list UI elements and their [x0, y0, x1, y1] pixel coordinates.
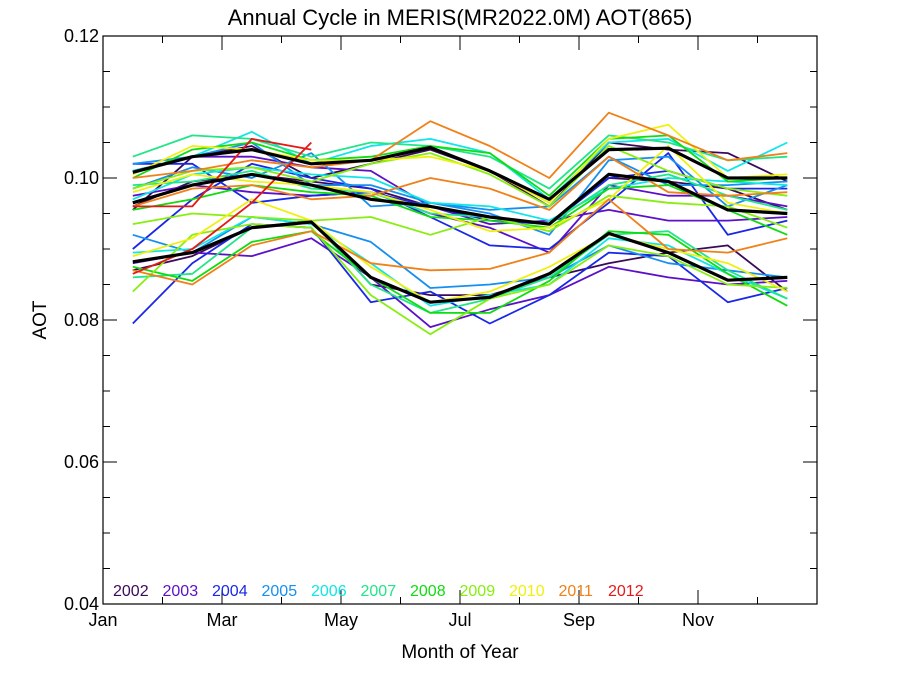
- series-2011-line-2: [132, 155, 788, 211]
- legend-item-2012: 2012: [608, 583, 644, 600]
- y-tick-label: 0.04: [64, 594, 99, 614]
- series-2007-line-2: [132, 169, 788, 226]
- series-2012-line-2: [132, 137, 312, 208]
- series-2010-line-1: [132, 198, 788, 304]
- series-mean-line-2: [132, 172, 788, 226]
- series-mean-line-3: [132, 145, 788, 201]
- series-2009-line-2: [132, 194, 788, 236]
- series-2012-line-1: [132, 141, 312, 275]
- legend-item-2009: 2009: [460, 583, 496, 600]
- y-tick-label: 0.12: [64, 26, 99, 46]
- series-2011-line-1: [132, 198, 788, 286]
- legend-item-2006: 2006: [311, 583, 347, 600]
- x-tick-label: May: [324, 610, 358, 630]
- series-2005-line-3: [132, 141, 788, 236]
- x-tick-label: Nov: [682, 610, 714, 630]
- series-2010-line-2: [132, 145, 788, 233]
- series-2011-line-3: [132, 111, 788, 179]
- y-tick-label: 0.06: [64, 452, 99, 472]
- series-2007-line-3: [132, 134, 788, 190]
- x-tick-label: Jul: [448, 610, 471, 630]
- legend-item-2010: 2010: [509, 583, 545, 600]
- legend-item-2002: 2002: [113, 583, 149, 600]
- legend-item-2005: 2005: [262, 583, 298, 600]
- series-2003-line-1: [132, 237, 788, 329]
- series-2008-line-3: [132, 134, 788, 197]
- legend-item-2008: 2008: [410, 583, 446, 600]
- series-2004-line-1: [132, 223, 788, 325]
- plot-frame: [102, 35, 818, 605]
- y-tick-label: 0.08: [64, 310, 99, 330]
- legend-item-2003: 2003: [163, 583, 199, 600]
- y-axis-label: AOT: [30, 300, 51, 339]
- x-tick-label: Sep: [563, 610, 595, 630]
- series-layer: [132, 111, 788, 336]
- x-tick-label: Mar: [207, 610, 238, 630]
- series-2006-line-3: [132, 130, 788, 201]
- series-2007-line-1: [132, 219, 788, 314]
- x-axis-label: Month of Year: [401, 642, 519, 663]
- axes-layer: Jan Mar May Jul Sep Nov 0.04 0.06 0.08 0.10 0.12: [64, 26, 818, 630]
- legend-item-2004: 2004: [212, 583, 248, 600]
- series-2004-line-2: [132, 152, 788, 250]
- legend-item-2007: 2007: [361, 583, 397, 600]
- series-2008-line-2: [132, 184, 788, 236]
- series-2008-line-1: [132, 230, 788, 314]
- x-tick-label: Jan: [88, 610, 117, 630]
- legend-item-2011: 2011: [559, 583, 594, 600]
- series-mean-line-1: [132, 220, 788, 304]
- y-tick-label: 0.10: [64, 168, 99, 188]
- chart-title: Annual Cycle in MERIS(MR2022.0M) AOT(865…: [228, 5, 693, 30]
- legend: 2002 2003 2004 2005 2006 2007 2008 2009 2010 2011…: [113, 583, 644, 600]
- series-2009-line-1: [132, 223, 788, 336]
